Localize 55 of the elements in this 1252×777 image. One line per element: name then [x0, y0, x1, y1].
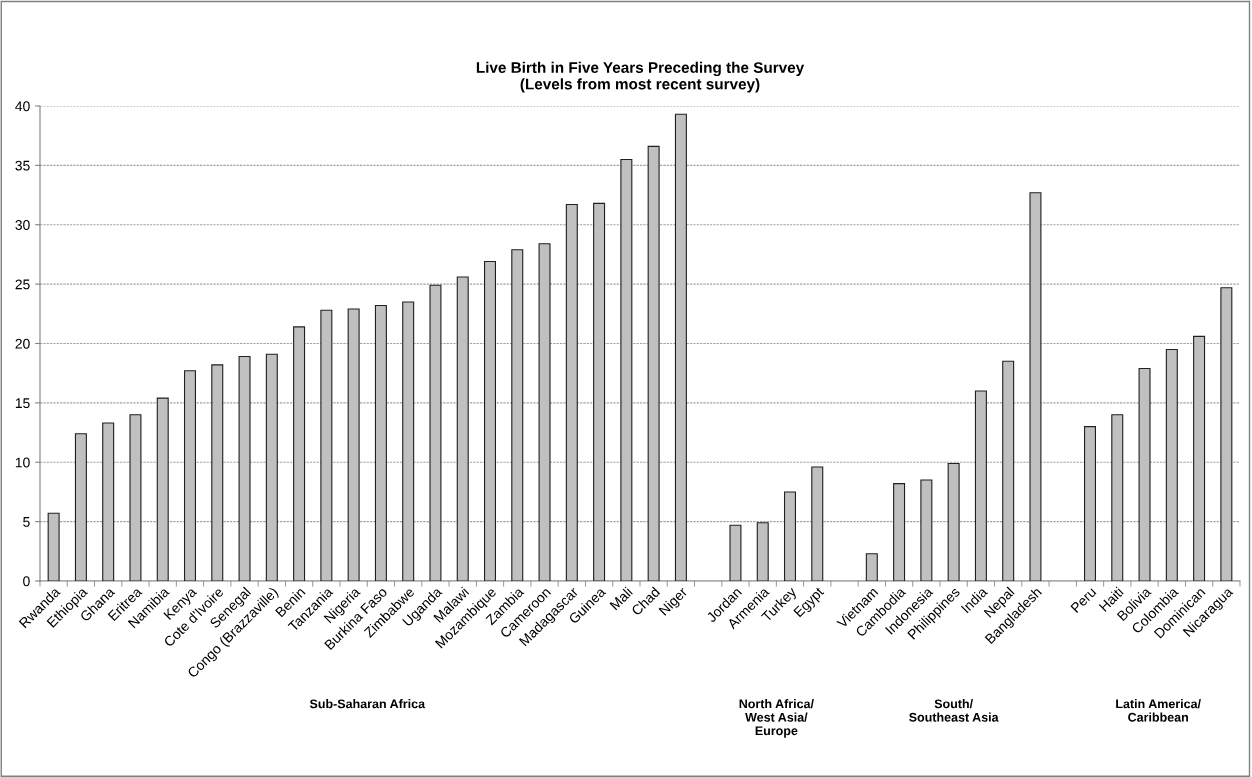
bar	[429, 284, 442, 581]
y-tick-label: 20	[15, 338, 30, 349]
bar	[947, 462, 960, 581]
bar	[456, 276, 469, 581]
bar	[511, 249, 524, 581]
bar	[620, 158, 633, 581]
bar	[783, 491, 797, 581]
bar	[1029, 192, 1042, 581]
bar	[129, 414, 142, 581]
bar	[156, 397, 169, 581]
bar	[238, 356, 251, 581]
text: South/ Southeast Asia	[909, 699, 999, 722]
bar	[1002, 360, 1015, 581]
bar	[1111, 414, 1124, 581]
bar	[347, 308, 360, 581]
bar	[320, 309, 333, 581]
bar	[729, 524, 742, 581]
bar	[974, 390, 987, 581]
bar	[293, 326, 306, 581]
bar	[1193, 335, 1206, 581]
bar	[211, 364, 224, 581]
bar	[756, 522, 769, 581]
bar	[265, 353, 278, 581]
y-tick-label: 40	[15, 101, 30, 112]
bar	[1165, 348, 1178, 581]
bar	[674, 113, 687, 581]
y-tick-label: 30	[15, 220, 30, 230]
bar	[1083, 426, 1097, 581]
y-tick-label: 25	[15, 279, 30, 290]
chart-title: Live Birth in Five Years Preceding the Survey (Levels from most recent survey)	[476, 61, 805, 93]
bar	[402, 301, 415, 581]
bar	[102, 422, 115, 581]
bar	[893, 483, 906, 581]
y-tick-label: 5	[23, 517, 30, 527]
bar	[47, 512, 60, 581]
bar	[565, 204, 578, 581]
y-tick-label: 35	[15, 160, 30, 171]
bar	[647, 145, 660, 581]
bar	[593, 202, 606, 581]
bar	[811, 466, 824, 581]
bar	[1220, 287, 1233, 581]
bar	[483, 261, 497, 581]
text: North Africa/ West Asia/ Europe	[739, 699, 814, 738]
bar	[374, 304, 387, 581]
text: Sub-Saharan Africa	[309, 699, 426, 709]
y-tick-label: 10	[15, 457, 30, 468]
bar	[865, 553, 878, 581]
bar	[183, 370, 197, 581]
y-tick-label: 0	[23, 576, 30, 587]
bar	[538, 243, 551, 581]
y-tick-label: 15	[15, 398, 30, 409]
bar	[1138, 367, 1151, 581]
text: Latin America/ Caribbean	[1116, 699, 1201, 722]
bar	[74, 433, 87, 581]
bar	[920, 479, 933, 581]
